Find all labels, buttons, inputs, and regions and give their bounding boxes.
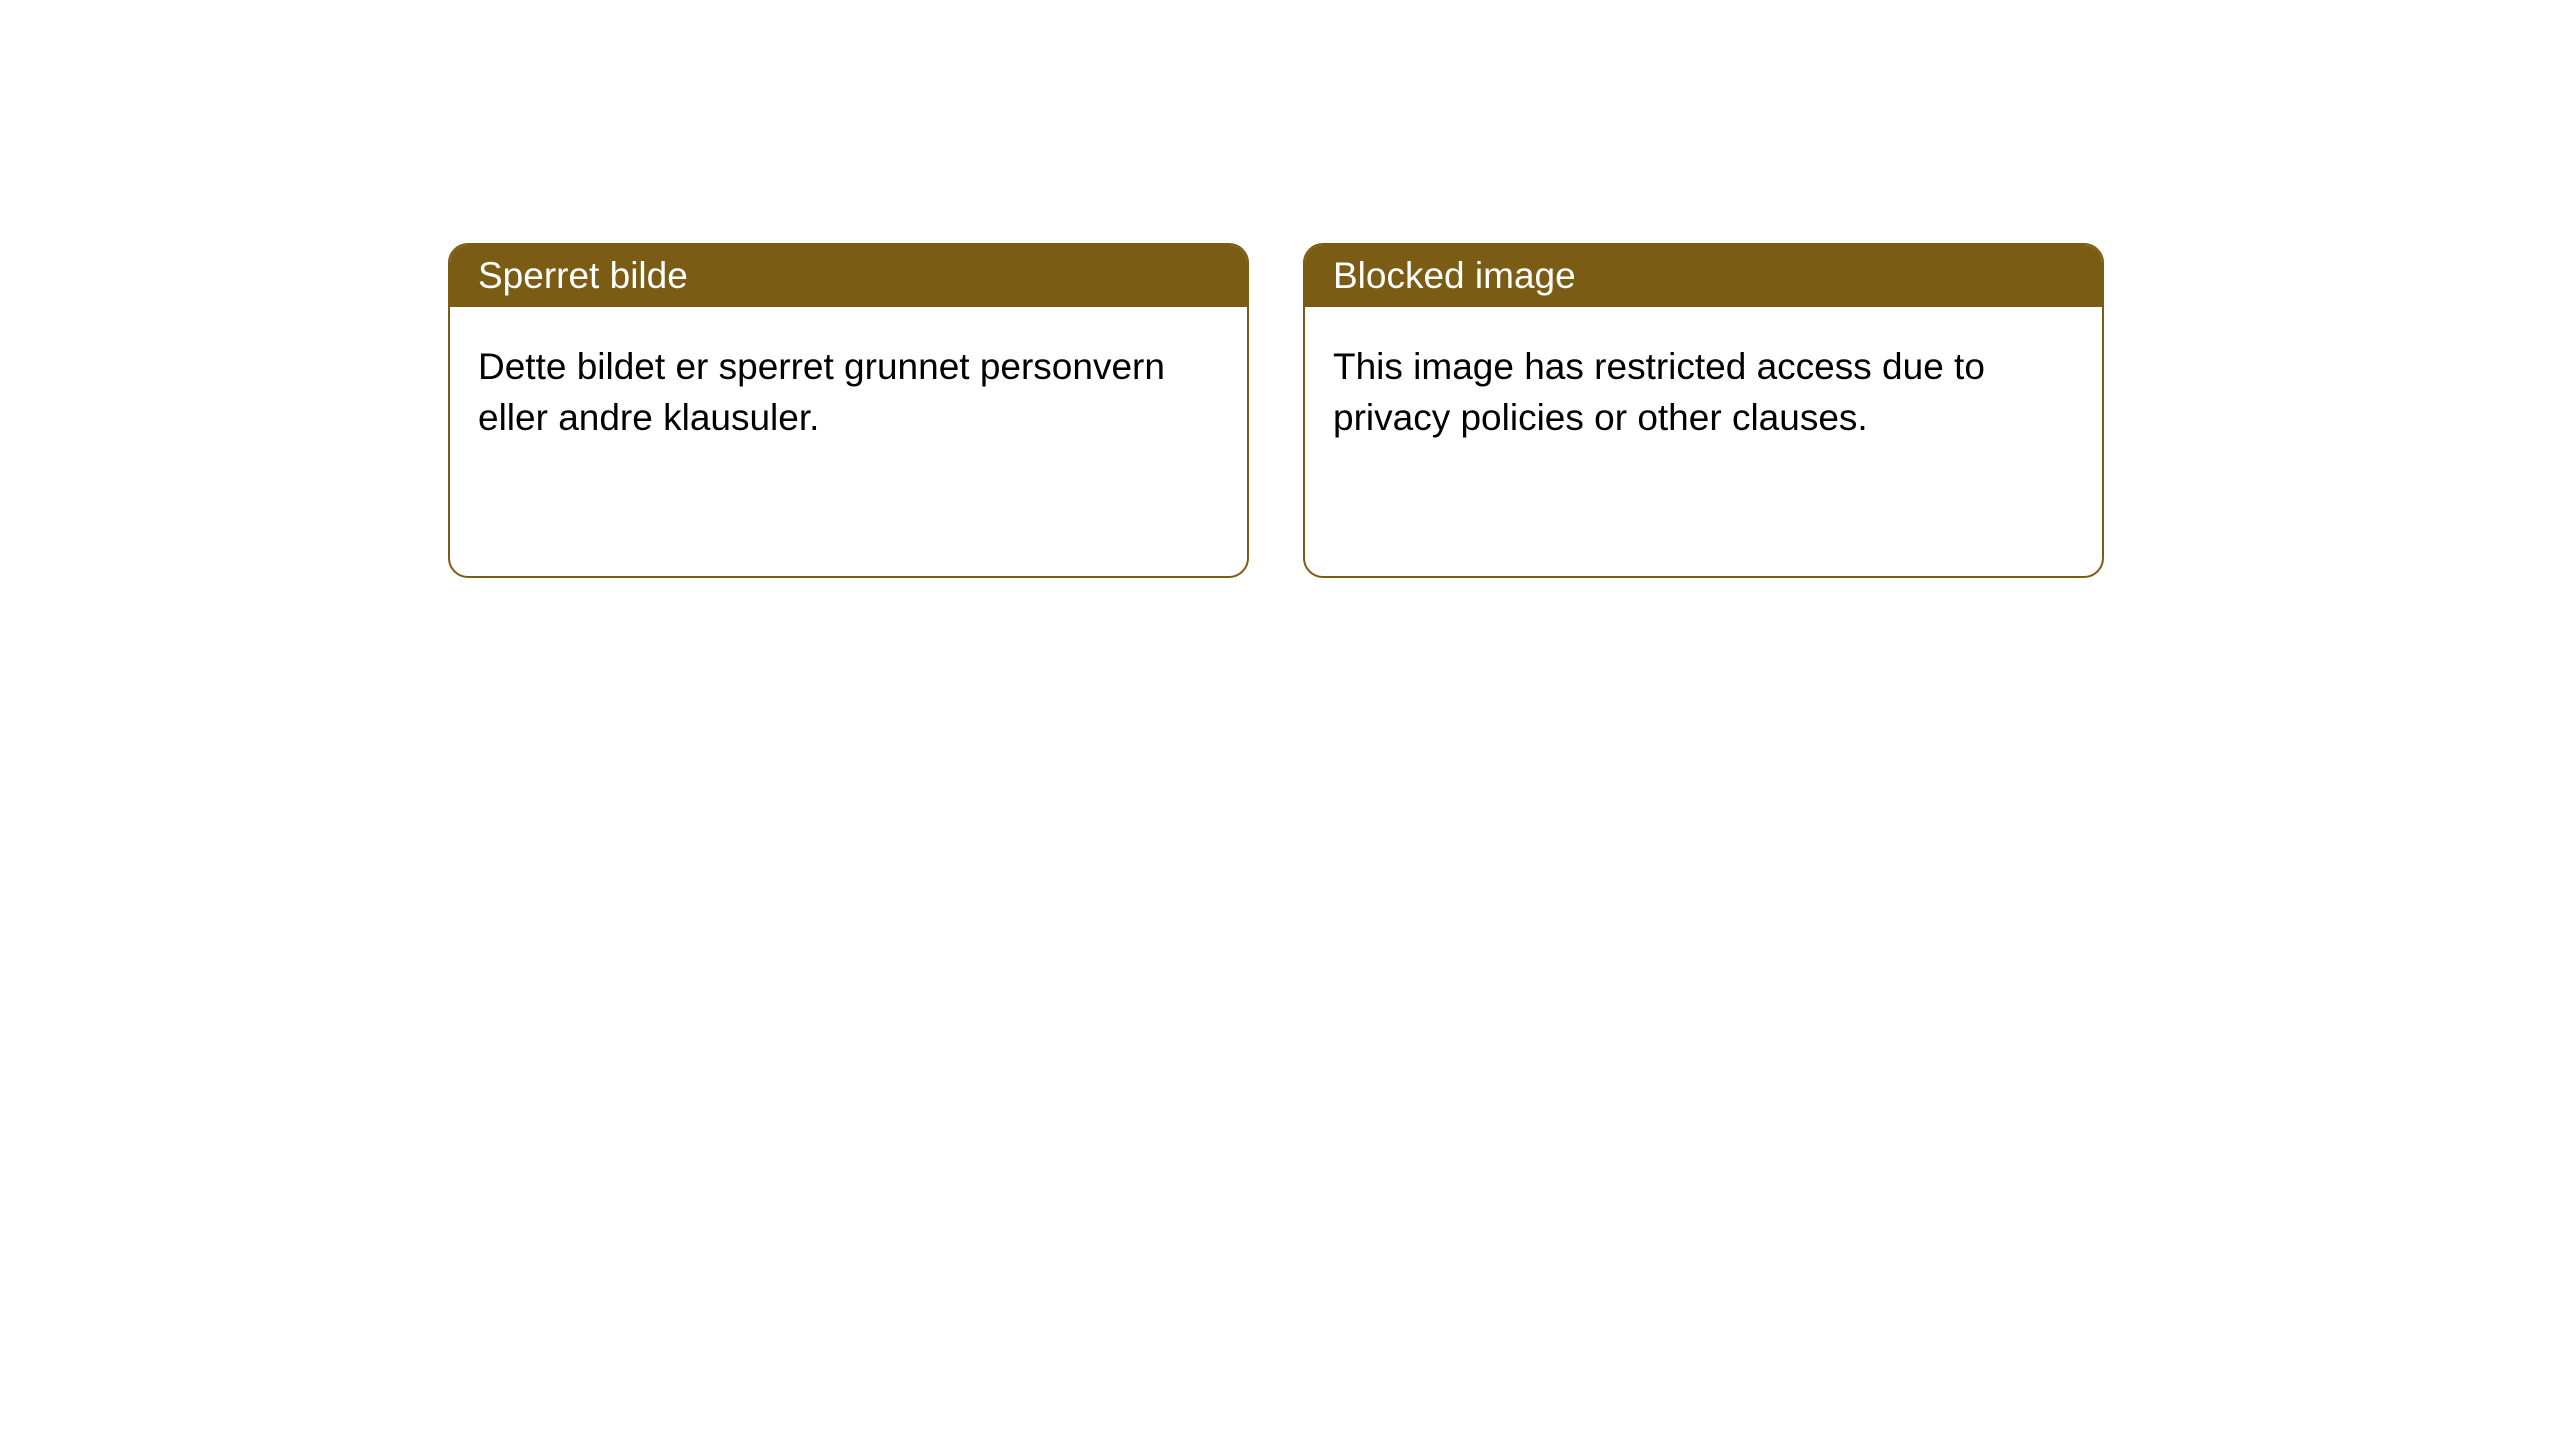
notice-container: Sperret bilde Dette bildet er sperret gr… [0,0,2560,578]
notice-body: This image has restricted access due to … [1305,307,2102,477]
notice-card-norwegian: Sperret bilde Dette bildet er sperret gr… [448,243,1249,578]
notice-title: Sperret bilde [450,245,1247,307]
notice-body: Dette bildet er sperret grunnet personve… [450,307,1247,477]
notice-title: Blocked image [1305,245,2102,307]
notice-card-english: Blocked image This image has restricted … [1303,243,2104,578]
